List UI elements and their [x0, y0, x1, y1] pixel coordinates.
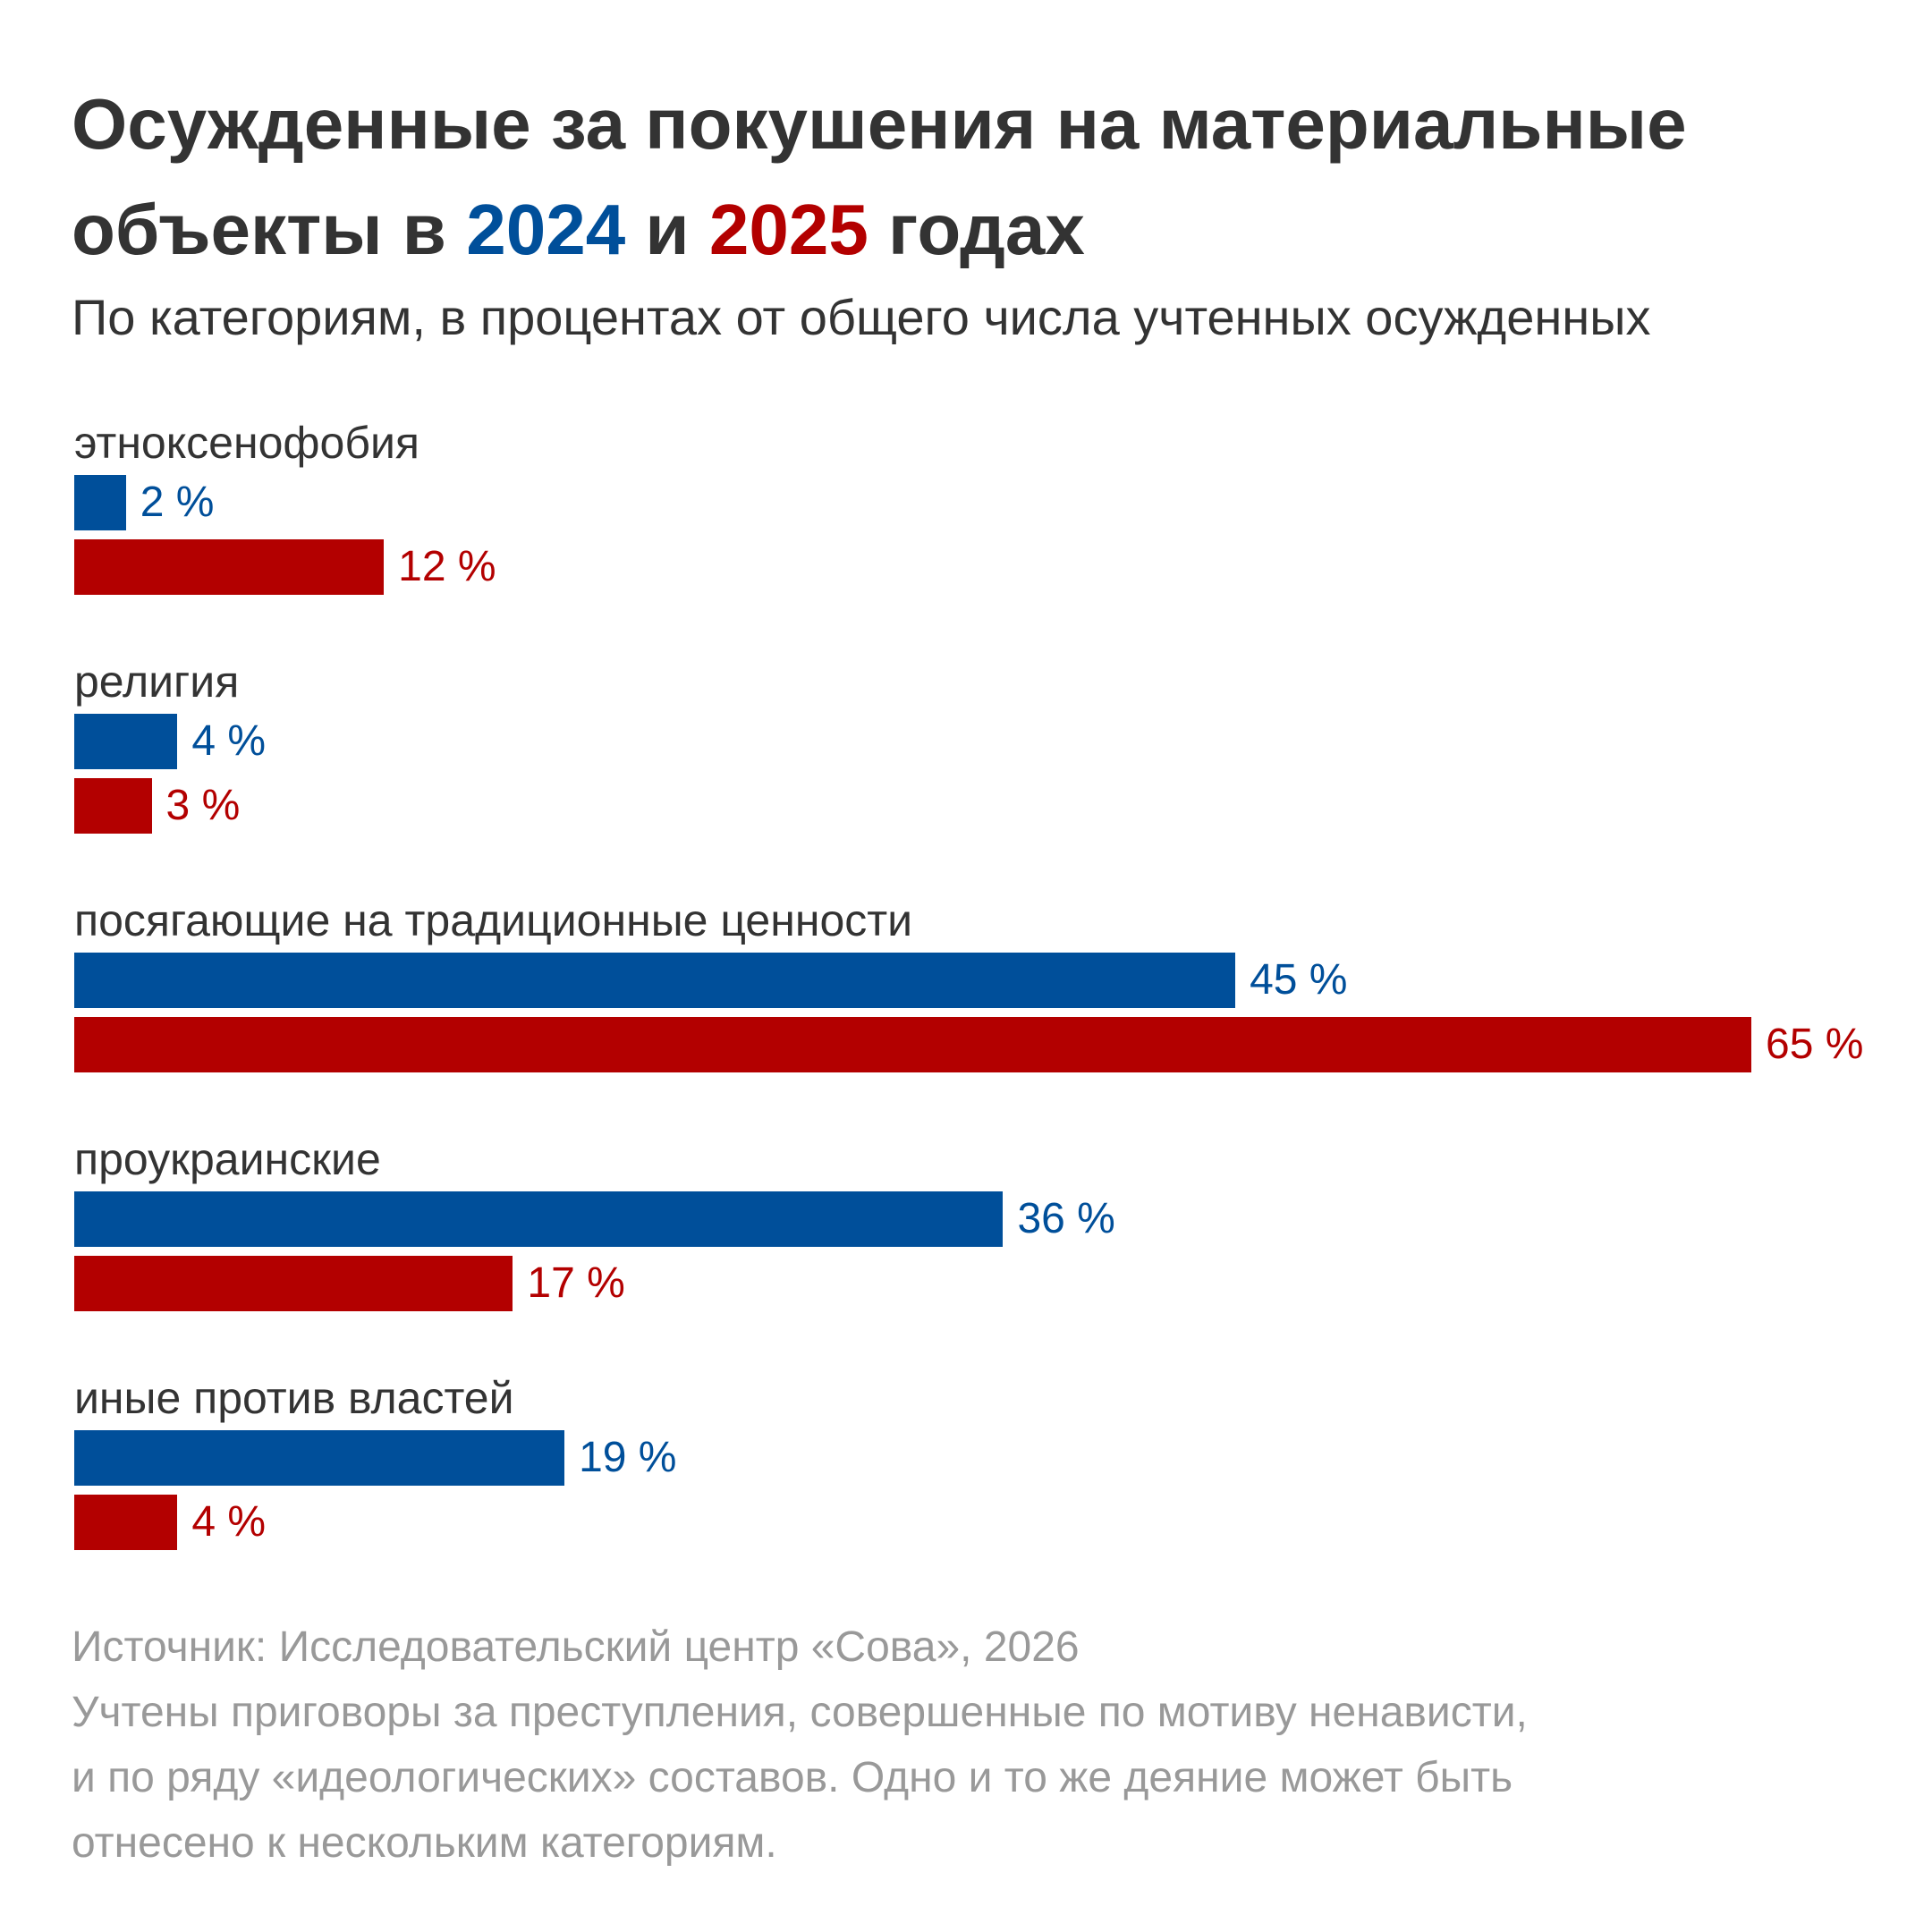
value-label-2025: 3 % [165, 782, 241, 829]
footnote-line: отнесено к нескольким категориям. [72, 1819, 777, 1867]
chart-title: Осужденные за покушения на материальные … [72, 72, 1914, 283]
bar-2024 [74, 714, 178, 769]
chart-subtitle: По категориям, в процентах от общего чис… [72, 289, 1651, 345]
footnote-line: и по ряду «идеологических» составов. Одн… [72, 1754, 1513, 1801]
title-text: годах [888, 190, 1085, 269]
bar-2025 [74, 778, 152, 834]
chart-footer: Источник: Исследовательский центр «Сова»… [72, 1614, 1528, 1876]
title-line-2: объекты в 2024 и 2025 годах [72, 177, 1914, 283]
value-label-2024: 36 % [1017, 1195, 1115, 1242]
value-label-2024: 2 % [140, 479, 215, 526]
value-label-2024: 45 % [1250, 956, 1348, 1004]
title-text: и [645, 190, 690, 269]
value-label-2024: 4 % [191, 717, 267, 765]
title-line-1: Осужденные за покушения на материальные [72, 84, 1687, 164]
bar-2024 [74, 475, 126, 530]
bar-2024 [74, 1191, 1004, 1247]
source-note: Источник: Исследовательский центр «Сова»… [72, 1623, 1080, 1671]
footnote-line: Учтены приговоры за преступления, соверш… [72, 1689, 1528, 1736]
bar-2025 [74, 1017, 1751, 1072]
category-label: проукраинские [74, 1134, 381, 1184]
title-year-2025: 2025 [708, 190, 869, 269]
value-label-2025: 65 % [1766, 1021, 1864, 1068]
value-label-2025: 4 % [191, 1498, 267, 1546]
category-label: иные против властей [74, 1373, 514, 1423]
title-text: объекты в [72, 190, 446, 269]
value-label-2024: 19 % [579, 1434, 677, 1481]
title-year-2024: 2024 [466, 190, 626, 269]
bar-2025 [74, 1495, 178, 1550]
category-label: этноксенофобия [74, 418, 419, 468]
value-label-2025: 17 % [527, 1259, 625, 1307]
bar-2025 [74, 539, 385, 595]
value-label-2025: 12 % [398, 543, 496, 590]
category-label: посягающие на традиционные ценности [74, 895, 913, 945]
bar-2024 [74, 1430, 565, 1486]
category-label: религия [74, 657, 240, 707]
bar-2025 [74, 1256, 513, 1311]
bar-2024 [74, 953, 1236, 1008]
